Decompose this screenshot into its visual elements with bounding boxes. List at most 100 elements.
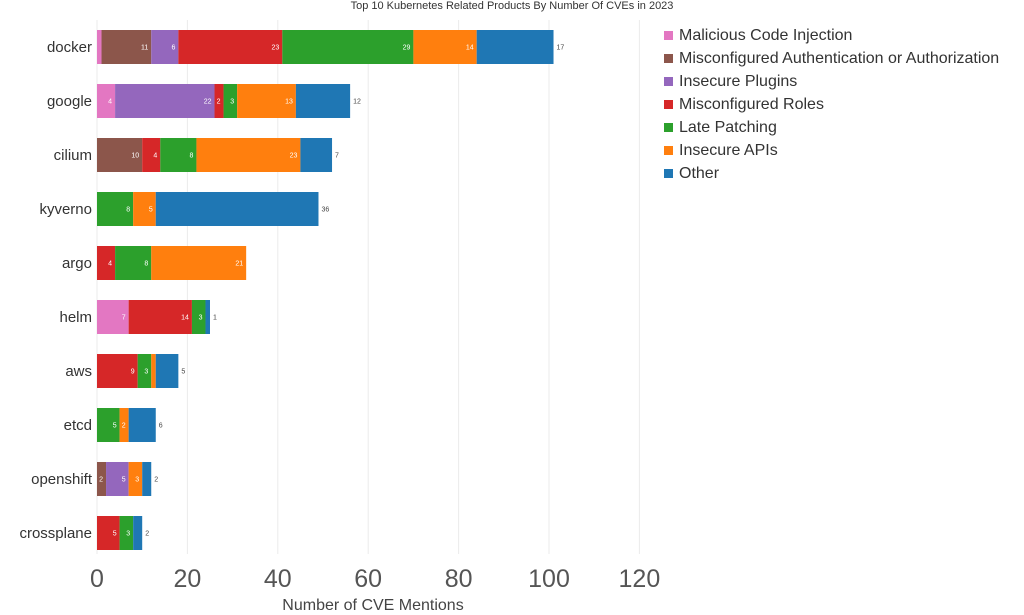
bar-segment [191,300,206,334]
category-label: google [47,93,92,110]
legend-label: Insecure APIs [679,141,778,159]
bar-segment [97,30,102,64]
legend-item: Other [664,162,999,185]
category-label: etcd [64,417,92,434]
data-label: 5 [113,423,117,430]
data-label: 4 [108,261,112,268]
bar-segment [214,84,224,118]
bar-segment [151,354,156,388]
bar-segment [97,408,120,442]
bar-segment [97,138,143,172]
legend-label: Insecure Plugins [679,72,798,90]
bar-segment [295,84,351,118]
data-label: 2 [122,423,126,430]
legend-swatch [664,123,673,132]
bar-segment [97,462,107,496]
legend-label: Misconfigured Authentication or Authoriz… [679,49,1000,67]
legend-swatch [664,54,673,63]
data-label: 4 [153,153,157,160]
bar-segment [115,246,152,280]
data-label: 11 [141,45,148,52]
data-label: 7 [122,315,126,322]
data-label: 4 [108,99,112,106]
bar-segment [151,30,179,64]
legend-label: Late Patching [679,118,777,136]
data-label: 23 [272,45,280,52]
x-tick-label: 0 [90,565,104,593]
x-tick-label: 100 [528,565,570,593]
bar-segment [97,192,134,226]
x-axis-title: Number of CVE Mentions [282,597,463,614]
legend-item: Malicious Code Injection [664,24,999,47]
category-label: docker [47,39,92,56]
bar-segment [476,30,554,64]
bar-segment [106,462,129,496]
data-label: 3 [230,99,234,106]
data-label: 14 [181,315,189,322]
bar-segment [142,462,152,496]
bar-segment [97,84,116,118]
data-label: 13 [285,99,293,106]
data-label: 17 [557,45,565,52]
bar-segment [300,138,333,172]
bar-segment [133,516,143,550]
category-label: openshift [31,471,93,488]
x-tick-label: 120 [619,565,661,593]
data-label: 2 [145,531,149,538]
legend-item: Insecure APIs [664,139,999,162]
category-label: kyverno [39,201,92,218]
bar-segment [282,30,414,64]
data-label: 2 [154,477,158,484]
data-label: 8 [144,261,148,268]
x-tick-label: 60 [354,565,382,593]
bar-segment [97,354,138,388]
bar-segment [133,192,156,226]
data-label: 23 [290,153,298,160]
data-label: 3 [135,477,139,484]
data-label: 2 [217,99,221,106]
bar-segment [151,246,247,280]
legend-swatch [664,31,673,40]
bar-segment [128,408,156,442]
x-tick-label: 80 [445,565,473,593]
bar-segment [128,300,192,334]
x-tick-label: 20 [173,565,201,593]
data-label: 1 [213,315,217,322]
bar-segment [205,300,210,334]
bar-segment [178,30,283,64]
category-label: crossplane [19,525,92,542]
legend-label: Misconfigured Roles [679,95,824,113]
bar-segment [196,138,301,172]
bar-segment [237,84,296,118]
data-label: 14 [466,45,474,52]
legend-swatch [664,169,673,178]
data-label: 8 [126,207,130,214]
data-label: 8 [190,153,194,160]
data-label: 9 [131,369,135,376]
legend-item: Misconfigured Authentication or Authoriz… [664,47,999,70]
legend-label: Other [679,164,720,182]
legend: Malicious Code Injection Misconfigured Au… [664,24,999,185]
bar-segment [223,84,238,118]
legend-swatch [664,146,673,155]
data-label: 5 [181,369,185,376]
bar-segment [155,192,319,226]
legend-label: Malicious Code Injection [679,26,853,44]
category-label: argo [62,255,92,272]
legend-item: Insecure Plugins [664,70,999,93]
category-label: cilium [54,147,92,164]
legend-item: Late Patching [664,116,999,139]
data-label: 5 [113,531,117,538]
data-label: 3 [126,531,130,538]
data-label: 2 [99,477,103,484]
bar-segment [101,30,152,64]
legend-item: Misconfigured Roles [664,93,999,116]
data-label: 10 [131,153,139,160]
bar-segment [155,354,179,388]
bar-segment [119,516,134,550]
x-tick-label: 40 [264,565,292,593]
category-label: aws [65,363,92,380]
chart-title: Top 10 Kubernetes Related Products By Nu… [351,0,674,12]
